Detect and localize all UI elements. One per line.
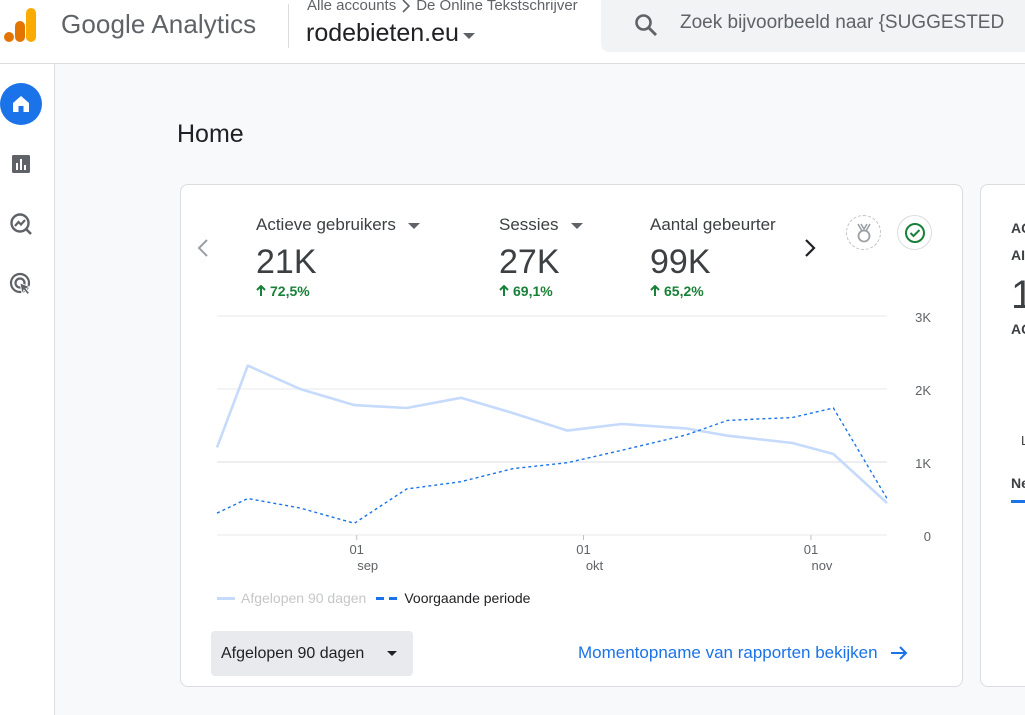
metric-change: 69,1% [499, 283, 583, 299]
rail-item-advertising[interactable] [0, 263, 42, 305]
property-selector[interactable]: rodebieten.eu [306, 19, 475, 48]
search-icon[interactable] [633, 12, 659, 38]
series-line-previous [216, 407, 888, 525]
metric-label: Aantal gebeurter [650, 215, 776, 234]
x-tick-month: nov [811, 558, 832, 573]
bar-chart-icon [12, 155, 30, 173]
metric-change: 65,2% [650, 283, 790, 299]
caret-down-icon [387, 651, 397, 656]
metric-change: 72,5% [256, 283, 420, 299]
rail-item-home[interactable] [0, 83, 42, 125]
home-icon [13, 96, 29, 112]
breadcrumb[interactable]: Alle accounts De Online Tekstschrijver [307, 0, 578, 14]
legend-swatch-dashed [376, 596, 399, 600]
page-title: Home [177, 120, 244, 148]
chevron-right-icon [402, 0, 411, 13]
metric-change-value: 65,2% [664, 283, 704, 299]
series-line-current [215, 364, 888, 504]
caret-down-icon [462, 32, 475, 39]
award-ribbon-icon [856, 223, 871, 242]
rail-item-explore[interactable] [0, 203, 42, 245]
left-nav-rail [0, 64, 55, 715]
data-quality-status[interactable] [897, 215, 932, 250]
y-tick-label: 1K [915, 456, 931, 471]
x-tick-month: okt [586, 558, 604, 573]
card2-tab-indicator [1011, 500, 1025, 503]
product-name: Google Analytics [61, 9, 257, 39]
insights-badge[interactable] [846, 215, 881, 250]
metrics-prev-button[interactable] [193, 236, 213, 260]
card2-value: 1 [1011, 273, 1025, 318]
dropdown-arrow-icon[interactable] [570, 223, 583, 229]
card2-text-4: L [1021, 433, 1025, 448]
metric-label: Actieve gebruikers [256, 215, 396, 234]
metric-event-count[interactable]: Aantal gebeurter 99K 65,2% [650, 214, 790, 299]
metric-value: 99K [650, 243, 711, 281]
legend-item-current[interactable]: Afgelopen 90 dagen [217, 590, 366, 606]
overview-card [180, 184, 963, 687]
metric-change-value: 69,1% [513, 283, 553, 299]
metric-change-value: 72,5% [270, 283, 310, 299]
chevron-left-icon [197, 239, 208, 257]
card2-text-1: AC [1011, 220, 1025, 236]
card2-tab[interactable]: Ne [1011, 475, 1025, 491]
x-tick-day: 01 [804, 542, 818, 557]
header-divider [288, 4, 289, 48]
date-range-value: Afgelopen 90 dagen [221, 644, 365, 662]
search-input[interactable] [680, 9, 1025, 37]
date-range-select[interactable]: Afgelopen 90 dagen [211, 631, 413, 676]
legend-swatch-solid [217, 596, 235, 600]
view-reports-snapshot-link[interactable]: Momentopname van rapporten bekijken [578, 643, 908, 663]
dropdown-arrow-icon[interactable] [407, 223, 420, 229]
x-tick-month: sep [357, 558, 378, 573]
chart-legend: Afgelopen 90 dagen Voorgaande periode [217, 590, 540, 606]
metric-sessions[interactable]: Sessies 27K 69,1% [499, 214, 583, 299]
legend-item-previous[interactable]: Voorgaande periode [376, 590, 530, 606]
analytics-logo-icon[interactable] [4, 6, 38, 44]
x-tick-day: 01 [576, 542, 590, 557]
legend-label: Voorgaande periode [404, 590, 531, 606]
breadcrumb-account-name[interactable]: De Online Tekstschrijver [416, 0, 578, 14]
y-tick-label: 0 [924, 529, 931, 544]
top-app-bar: Google Analytics Alle accounts De Online… [0, 0, 1025, 64]
metric-value: 21K [256, 243, 317, 281]
metric-value: 27K [499, 243, 560, 281]
property-name: rodebieten.eu [306, 19, 459, 47]
x-tick-day: 01 [349, 542, 363, 557]
metric-label: Sessies [499, 215, 559, 234]
card2-text-3: AC [1011, 321, 1025, 337]
breadcrumb-accounts[interactable]: Alle accounts [307, 0, 397, 14]
y-tick-label: 2K [915, 383, 931, 398]
metric-active-users[interactable]: Actieve gebruikers 21K 72,5% [256, 214, 420, 299]
advertising-icon [9, 272, 32, 296]
rail-item-reports[interactable] [0, 143, 42, 185]
check-circle-icon [904, 222, 925, 243]
legend-label: Afgelopen 90 dagen [241, 590, 367, 606]
arrow-up-icon [256, 285, 266, 296]
card2-text-2: AI [1011, 247, 1025, 263]
metrics-next-button[interactable] [800, 236, 820, 260]
snapshot-link-label: Momentopname van rapporten bekijken [578, 643, 878, 662]
y-tick-label: 3K [915, 310, 931, 325]
arrow-up-icon [499, 285, 509, 296]
realtime-card: AC AI 1 AC L Ne [980, 184, 1025, 687]
arrow-up-icon [650, 285, 660, 296]
explore-icon [10, 213, 32, 235]
chevron-right-icon [805, 239, 816, 257]
arrow-right-icon [890, 646, 907, 660]
